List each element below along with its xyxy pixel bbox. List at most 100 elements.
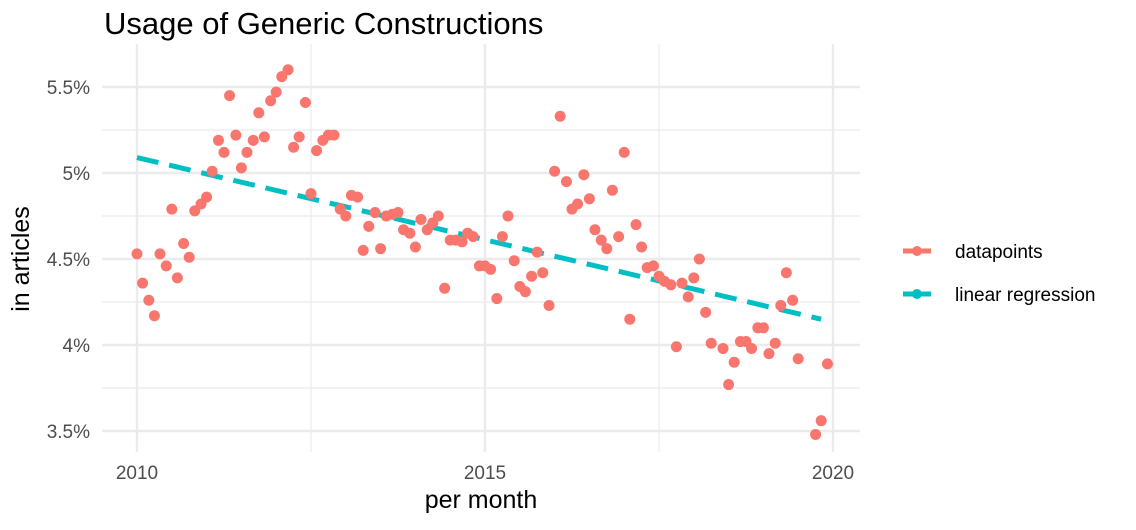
data-point (224, 90, 236, 102)
data-point (618, 146, 630, 158)
data-point (253, 107, 265, 119)
data-point (230, 129, 242, 141)
data-point (763, 348, 775, 360)
x-tick-label: 2015 (464, 463, 506, 484)
data-point (409, 241, 421, 253)
data-point (757, 322, 769, 334)
data-point (241, 146, 253, 158)
data-point (258, 131, 270, 143)
y-tick-label: 3.5% (47, 422, 90, 443)
data-point (682, 291, 694, 303)
data-point (201, 191, 213, 203)
data-point (404, 227, 416, 239)
data-point (166, 203, 178, 215)
data-point (178, 238, 190, 250)
data-point (624, 313, 636, 325)
data-point (328, 129, 340, 141)
data-point (369, 207, 381, 219)
data-point (723, 379, 735, 391)
data-point (526, 270, 538, 282)
data-point (148, 310, 160, 322)
data-point (439, 282, 451, 294)
data-point (265, 95, 277, 107)
data-point (160, 260, 172, 272)
data-point (670, 341, 682, 353)
data-point (519, 286, 531, 298)
data-point (787, 294, 799, 306)
data-point (665, 279, 677, 291)
data-point (282, 64, 294, 76)
data-point (636, 241, 648, 253)
data-point (821, 358, 833, 370)
data-point (717, 342, 729, 354)
data-point (560, 176, 572, 188)
regression-line-layer (136, 155, 822, 322)
legend: datapoints linear regression (903, 242, 1095, 306)
data-point (508, 255, 520, 267)
data-point (183, 251, 195, 263)
data-point (537, 267, 549, 279)
data-point (728, 356, 740, 368)
data-point (288, 141, 300, 153)
data-point (467, 231, 479, 243)
data-point (792, 353, 804, 365)
data-point (485, 263, 497, 275)
data-point (143, 294, 155, 306)
data-point (769, 337, 781, 349)
data-point (606, 184, 618, 196)
data-point (700, 306, 712, 318)
data-point (311, 145, 323, 157)
data-point (543, 299, 555, 311)
data-point (299, 96, 311, 108)
chart-title: Usage of Generic Constructions (104, 6, 543, 41)
data-point (496, 231, 508, 243)
data-point (432, 210, 444, 222)
grid (102, 44, 860, 452)
data-point (572, 198, 584, 210)
data-point (491, 293, 503, 305)
data-point (705, 337, 717, 349)
data-point (212, 134, 224, 146)
data-point (392, 207, 404, 219)
data-point (746, 342, 758, 354)
data-point (352, 191, 364, 203)
x-tick-label: 2020 (812, 463, 854, 484)
legend-item-linear-regression: linear regression (903, 285, 1095, 306)
data-point (363, 220, 375, 232)
data-point (270, 86, 282, 98)
legend-dot-datapoints (912, 246, 922, 256)
data-point (595, 234, 607, 246)
x-axis-title: per month (425, 486, 538, 514)
data-point (293, 131, 305, 143)
y-tick-label: 5% (63, 164, 91, 185)
data-point (810, 428, 822, 440)
data-point (647, 260, 659, 272)
legend-item-datapoints: datapoints (903, 242, 1043, 263)
data-point (247, 134, 259, 146)
data-point (235, 162, 247, 174)
tick-labels: 3.5% 4% 4.5% 5% 5.5% 2010 2015 2020 (47, 78, 854, 484)
data-point (589, 224, 601, 236)
data-point (780, 267, 792, 279)
regression-line (136, 155, 822, 322)
data-point (583, 193, 595, 205)
data-point (676, 277, 688, 289)
data-point (531, 246, 543, 258)
data-point (137, 277, 149, 289)
data-point (415, 213, 427, 225)
data-point (549, 165, 561, 177)
data-point (613, 231, 625, 243)
data-point (630, 219, 642, 231)
data-point (688, 272, 700, 284)
data-point (601, 243, 613, 255)
x-tick-label: 2010 (116, 463, 158, 484)
datapoints-layer (131, 64, 833, 440)
data-point (305, 188, 317, 200)
data-point (154, 248, 166, 260)
data-point (502, 210, 514, 222)
y-tick-label: 4.5% (47, 250, 90, 271)
data-point (357, 244, 369, 256)
data-point (456, 236, 468, 248)
data-point (578, 169, 590, 181)
